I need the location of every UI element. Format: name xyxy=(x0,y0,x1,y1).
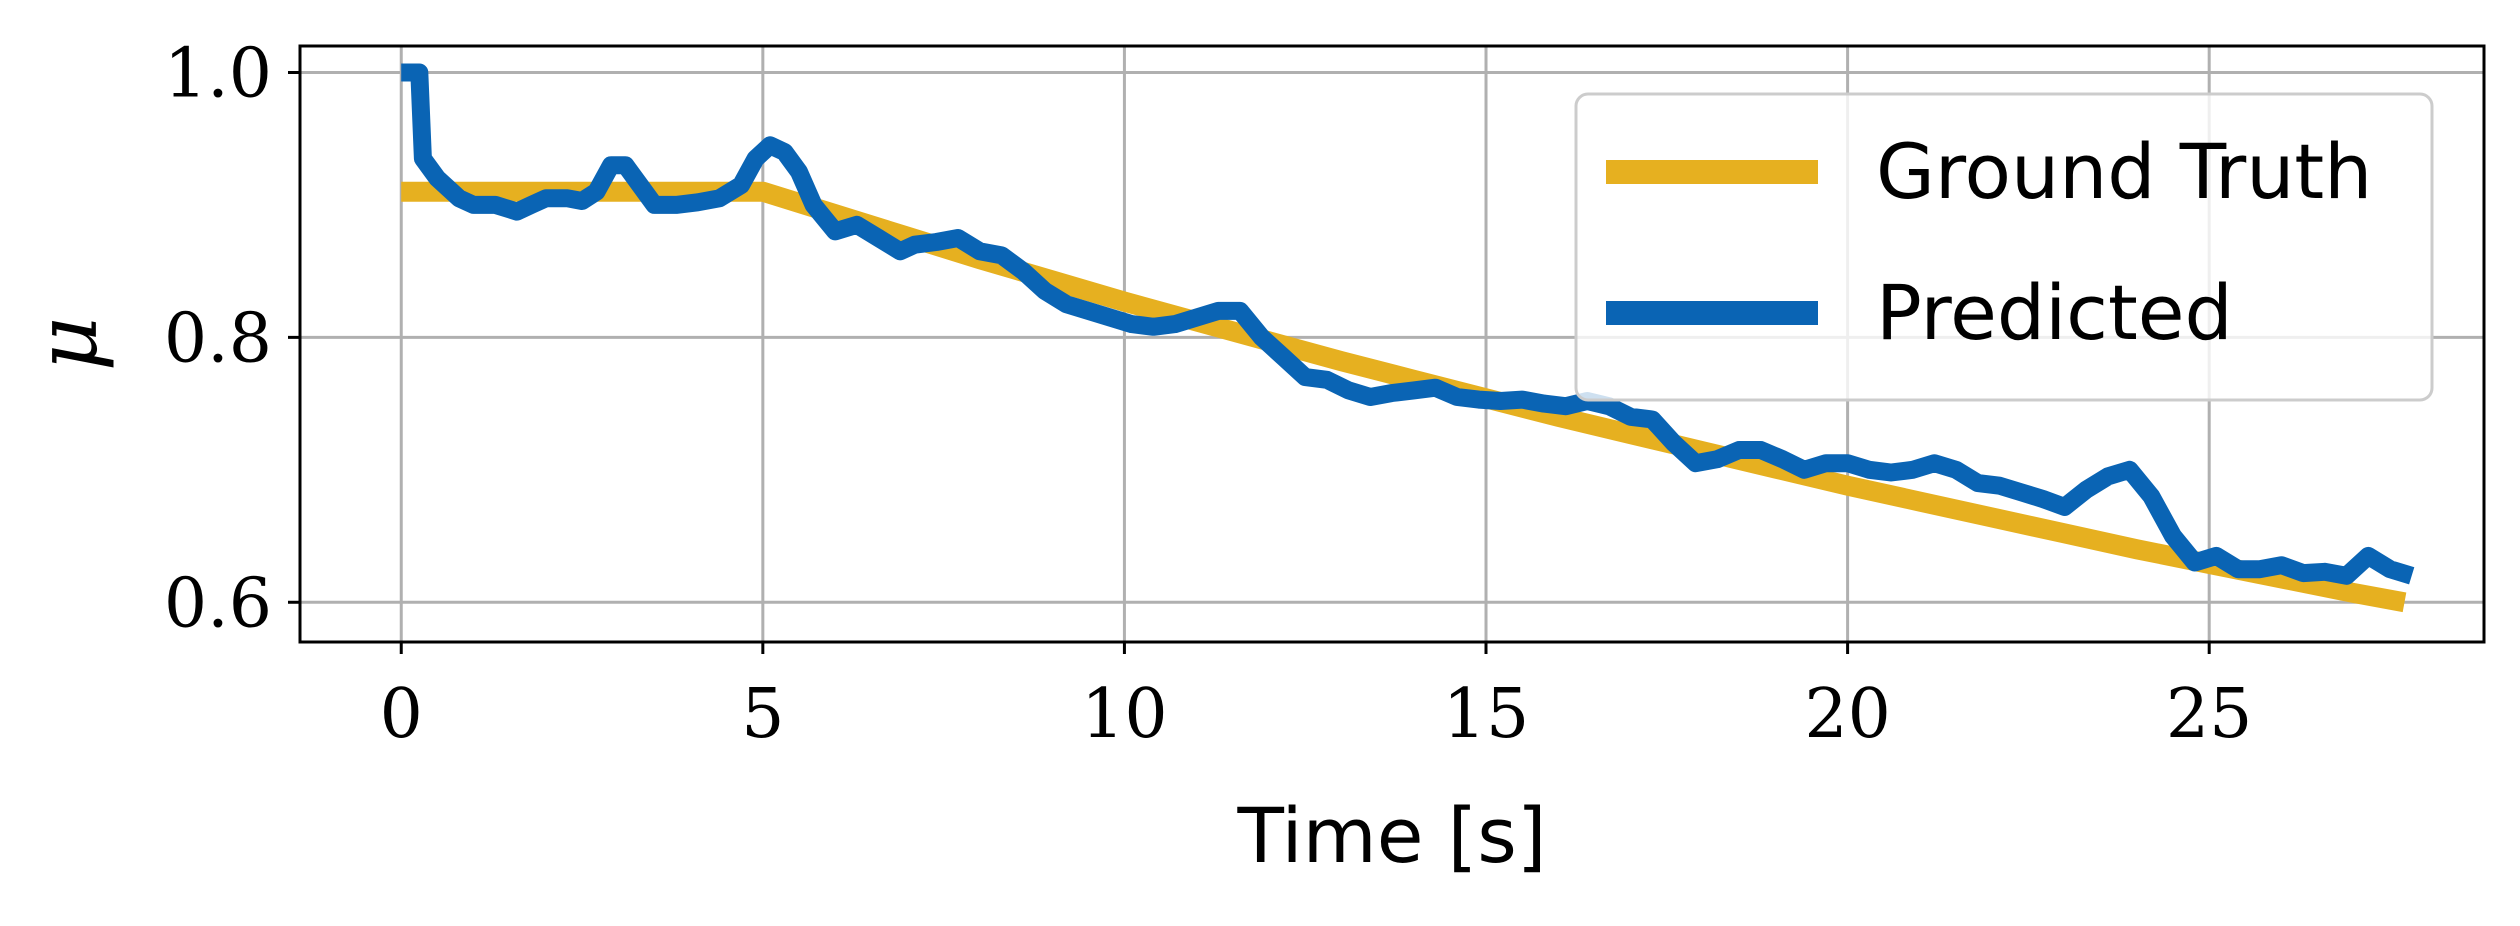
plot-frame xyxy=(298,44,2486,644)
x-tick-label: 25 xyxy=(2166,675,2253,754)
legend-label-ground-truth: Ground Truth xyxy=(1876,127,2372,216)
x-tick-label: 0 xyxy=(380,675,423,754)
predicted-line xyxy=(401,63,2415,585)
legend: Ground Truth Predicted xyxy=(1574,92,2434,402)
x-tick-label: 20 xyxy=(1804,675,1891,754)
x-tick-label: 15 xyxy=(1443,675,1530,754)
series-layer xyxy=(401,63,2415,613)
ticks: 0 5 10 15 20 25 0.6 0.8 1.0 xyxy=(164,34,2253,754)
x-tick-label: 10 xyxy=(1081,675,1168,754)
y-tick-label: 0.8 xyxy=(164,299,272,378)
y-tick-label: 1.0 xyxy=(164,34,272,113)
y-axis-title: μ xyxy=(18,317,116,372)
x-axis-title: Time [s] xyxy=(1236,791,1546,880)
legend-label-predicted: Predicted xyxy=(1876,268,2233,357)
x-tick-label: 5 xyxy=(741,675,784,754)
y-tick-label: 0.6 xyxy=(164,564,272,643)
